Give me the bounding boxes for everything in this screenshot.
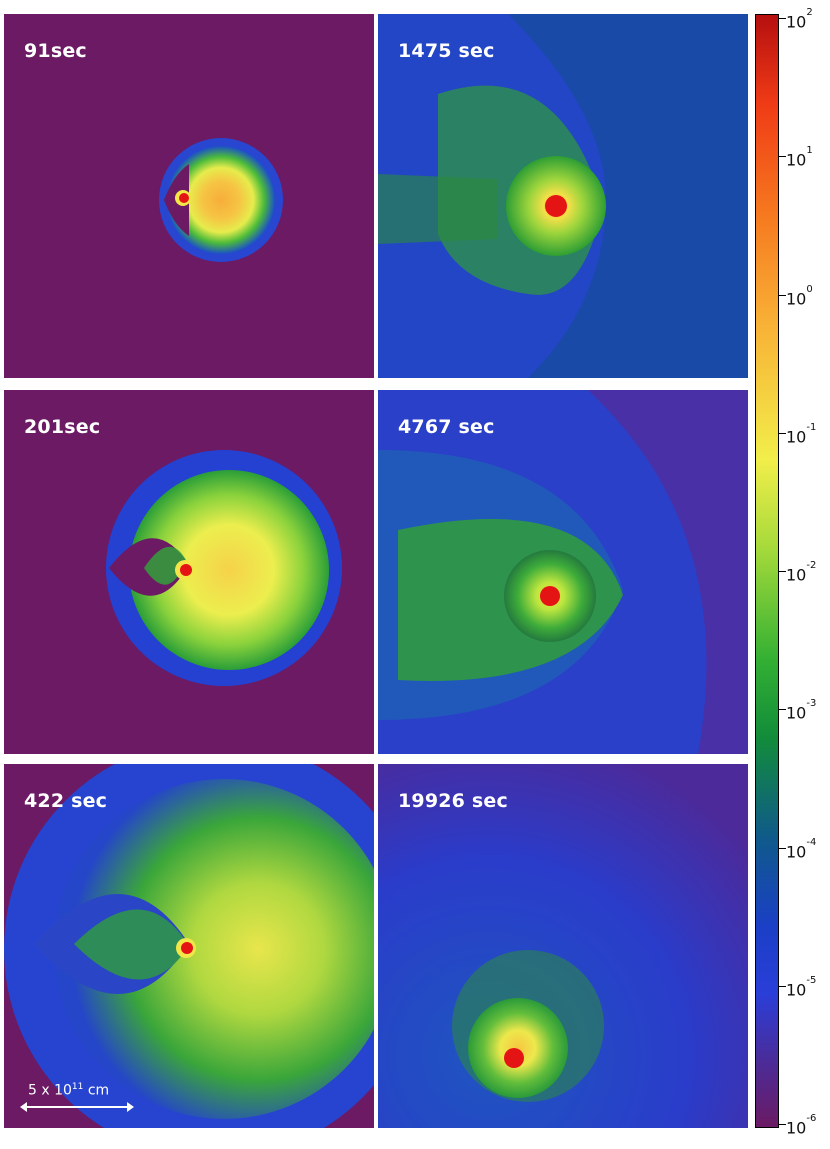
colorbar-tick xyxy=(779,18,786,19)
colorbar-tick-label: 102 xyxy=(786,7,813,32)
colorbar-tick-label: 101 xyxy=(786,145,813,170)
panel-91sec-label: 91sec xyxy=(24,40,87,62)
scale-bar-label: 5 x 1011 cm xyxy=(28,1082,110,1099)
panel-19926sec-label: 19926 sec xyxy=(398,790,508,812)
colorbar-tick-base: 10 xyxy=(786,12,807,32)
colorbar-tick-base: 10 xyxy=(786,703,807,723)
colorbar-tick xyxy=(779,294,786,296)
colorbar-tick xyxy=(779,709,786,711)
colorbar-tick-label: 10-6 xyxy=(786,1113,816,1138)
colorbar-tick-base: 10 xyxy=(786,841,807,861)
colorbar-tick-base: 10 xyxy=(786,427,807,447)
colorbar-tick-base: 10 xyxy=(786,288,807,308)
panel-1475sec: 1475 sec xyxy=(378,14,748,378)
colorbar-tick-exponent: 0 xyxy=(806,283,813,295)
colorbar-tick xyxy=(779,985,786,987)
colorbar-tick-label: 10-1 xyxy=(786,422,816,447)
colorbar-tick-base: 10 xyxy=(786,150,807,170)
colorbar-tick-label: 100 xyxy=(786,284,813,308)
panel-201sec-image xyxy=(4,390,374,754)
panel-201sec-label: 201sec xyxy=(24,416,101,438)
scale-bar xyxy=(20,1102,134,1112)
colorbar-tick-exponent: -2 xyxy=(806,560,817,571)
colorbar-tick-exponent: -3 xyxy=(806,698,817,710)
panel-422sec-label: 422 sec xyxy=(24,790,108,812)
colorbar-tick-label: 10-2 xyxy=(786,560,816,585)
colorbar-tick-label: 10-5 xyxy=(786,975,816,1000)
colorbar-tick-exponent: -6 xyxy=(806,1113,817,1124)
colorbar-tick xyxy=(779,432,786,434)
colorbar-tick xyxy=(779,571,786,572)
colorbar-tick xyxy=(779,847,786,849)
panel-4767sec: 4767 sec xyxy=(378,390,748,754)
panel-91sec-image xyxy=(4,14,374,378)
colorbar-tick-base: 10 xyxy=(786,980,807,1000)
colorbar xyxy=(755,14,779,1128)
panel-422sec: 422 sec 5 x 1011 cm xyxy=(4,764,374,1128)
colorbar-tick-exponent: 1 xyxy=(806,145,813,157)
panel-4767sec-label: 4767 sec xyxy=(398,416,495,438)
colorbar-tick-base: 10 xyxy=(786,1118,807,1138)
colorbar-tick-label: 10-4 xyxy=(786,837,816,861)
panel-19926sec-image xyxy=(378,764,748,1128)
panel-1475sec-label: 1475 sec xyxy=(398,40,495,62)
colorbar-tick-exponent: -4 xyxy=(806,836,817,848)
colorbar-tick-base: 10 xyxy=(786,565,807,585)
colorbar-tick-exponent: 2 xyxy=(806,7,813,18)
panel-4767sec-image xyxy=(378,390,748,754)
panel-19926sec: 19926 sec xyxy=(378,764,748,1128)
panel-91sec: 91sec xyxy=(4,14,374,378)
colorbar-tick-exponent: -1 xyxy=(806,421,817,433)
colorbar-tick-exponent: -5 xyxy=(806,974,817,986)
panel-201sec: 201sec xyxy=(4,390,374,754)
colorbar-tick xyxy=(779,1124,786,1125)
colorbar-tick-label: 10-3 xyxy=(786,698,816,723)
panel-422sec-image xyxy=(4,764,374,1128)
colorbar-tick xyxy=(779,156,786,158)
panel-1475sec-image xyxy=(378,14,748,378)
